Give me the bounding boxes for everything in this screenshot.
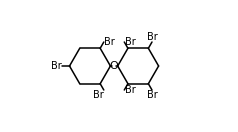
- Text: Br: Br: [93, 90, 103, 100]
- Text: Br: Br: [104, 37, 115, 47]
- Text: Br: Br: [125, 37, 136, 47]
- Text: Br: Br: [147, 32, 157, 42]
- Text: Br: Br: [51, 61, 62, 71]
- Text: Br: Br: [125, 85, 136, 95]
- Text: O: O: [110, 61, 119, 71]
- Text: Br: Br: [147, 90, 157, 100]
